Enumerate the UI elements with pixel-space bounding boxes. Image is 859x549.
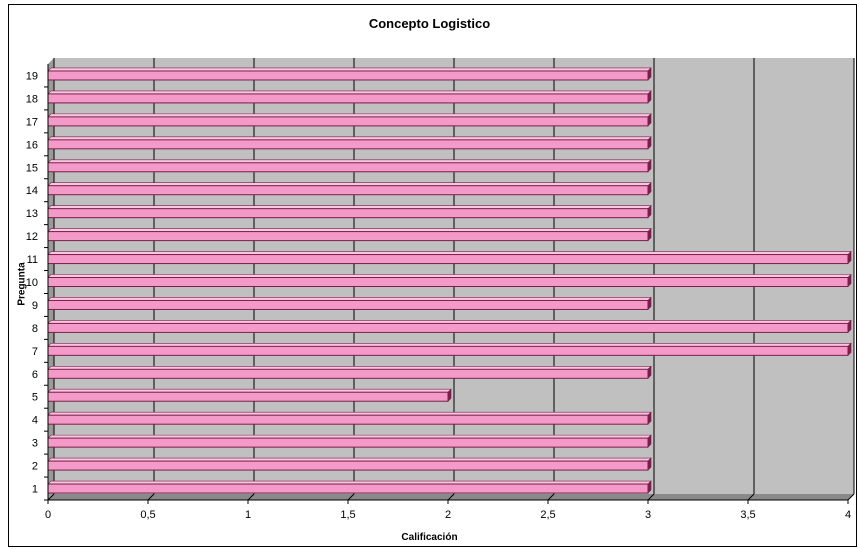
y-tick-label: 13	[26, 208, 38, 220]
bar	[47, 93, 649, 104]
y-tick-label: 15	[26, 162, 38, 174]
y-tick-label: 6	[32, 369, 38, 381]
bar	[47, 277, 849, 287]
y-tick-label: 1	[32, 484, 38, 496]
floor-gridline	[47, 493, 55, 501]
bar	[47, 483, 649, 494]
y-tick-label: 12	[26, 231, 38, 243]
y-tick-label: 10	[26, 277, 38, 289]
floor-gridline	[447, 493, 455, 501]
x-tick-label: 3,5	[740, 509, 755, 521]
bar	[47, 162, 649, 173]
floor-gridline	[247, 493, 255, 501]
y-tick-label: 2	[32, 461, 38, 473]
floor-gridline	[547, 493, 555, 501]
x-tick-label: 0	[45, 509, 51, 521]
bar	[47, 231, 649, 242]
floor-gridline	[347, 493, 355, 501]
x-tick-label: 1	[245, 509, 251, 521]
floor-gridline	[647, 493, 655, 501]
x-tick-label: 2	[445, 509, 451, 521]
bar	[47, 460, 649, 471]
floor-gridline	[147, 493, 155, 501]
bar	[47, 322, 849, 333]
bar	[47, 414, 649, 425]
bar	[47, 437, 649, 448]
y-tick-label: 4	[32, 415, 38, 427]
y-tick-label: 7	[32, 346, 38, 358]
x-tick-label: 1,5	[340, 509, 355, 521]
bar	[47, 208, 649, 219]
x-axis-title: Calificación	[401, 532, 458, 543]
floor-gridline	[747, 493, 755, 501]
bar	[47, 185, 649, 196]
y-tick-label: 14	[26, 185, 38, 197]
y-tick-label: 9	[32, 300, 38, 312]
y-tick-label: 17	[26, 116, 38, 128]
bar	[47, 391, 449, 402]
chart-title: Concepto Logistico	[368, 16, 491, 31]
x-tick-label: 4	[845, 509, 851, 521]
y-tick-label: 3	[32, 438, 38, 450]
bar	[47, 139, 649, 150]
x-tick-label: 3	[645, 509, 651, 521]
x-tick-label: 0,5	[140, 509, 155, 521]
y-tick-label: 19	[26, 70, 38, 82]
y-tick-label: 8	[32, 323, 38, 335]
y-tick-label: 5	[32, 392, 38, 404]
y-tick-label: 11	[27, 254, 38, 266]
floor-gridline	[847, 493, 855, 501]
x-tick-label: 2,5	[540, 509, 555, 521]
bar	[47, 70, 649, 81]
bar	[47, 254, 849, 265]
bar	[47, 345, 849, 356]
y-tick-label: 18	[26, 93, 38, 105]
bar	[47, 299, 649, 310]
bar	[47, 368, 649, 379]
bar	[47, 116, 649, 127]
y-tick-label: 16	[26, 139, 38, 151]
